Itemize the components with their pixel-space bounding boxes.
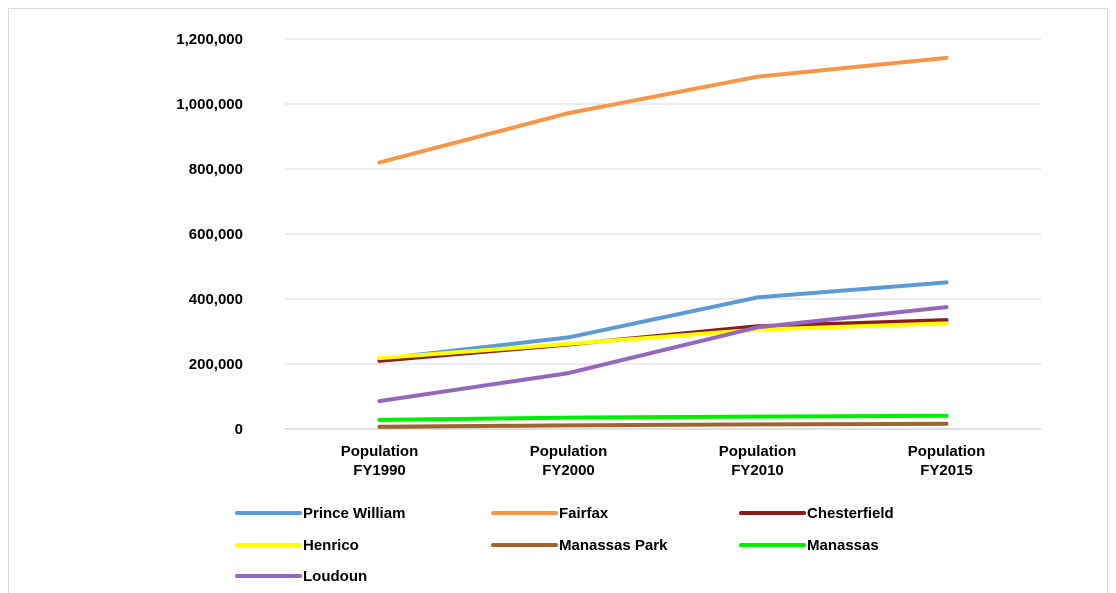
y-tick-label: 600,000 [189, 226, 243, 243]
legend-label: Fairfax [559, 505, 609, 522]
y-axis-ticks: 0 200,000 400,000 600,000 800,000 1,000,000 1,… [176, 31, 243, 438]
series-line-prince-william [377, 280, 949, 362]
x-tick-label: Population FY1990 [341, 443, 419, 479]
gridlines [285, 38, 1041, 430]
series-line-manassas [377, 413, 949, 422]
legend-label: Henrico [303, 537, 359, 554]
series-line-henrico [377, 321, 949, 361]
x-tick-label: Population FY2000 [530, 443, 608, 479]
series-line-fairfax [377, 55, 949, 165]
y-tick-label: 1,000,000 [176, 96, 243, 113]
chart-frame [8, 8, 1108, 593]
legend-label: Prince William [303, 505, 405, 522]
legend-label: Manassas [807, 537, 879, 554]
legend-label: Manassas Park [559, 537, 668, 554]
y-tick-label: 400,000 [189, 291, 243, 308]
y-tick-label: 200,000 [189, 356, 243, 373]
x-axis-ticks: Population FY1990 Population FY2000 Populati… [341, 443, 986, 479]
legend-label: Loudoun [303, 568, 367, 585]
y-tick-label: 1,200,000 [176, 31, 243, 48]
legend-label: Chesterfield [807, 505, 894, 522]
legend: Prince William Fairfax Chesterfield Henrico… [235, 505, 894, 585]
y-tick-label: 0 [235, 421, 243, 438]
x-tick-label: Population FY2010 [719, 443, 797, 479]
series-lines [377, 55, 949, 429]
y-tick-label: 800,000 [189, 161, 243, 178]
x-tick-label: Population FY2015 [908, 443, 986, 479]
series-line-manassas-park [377, 421, 949, 429]
series-line-loudoun [377, 305, 949, 404]
